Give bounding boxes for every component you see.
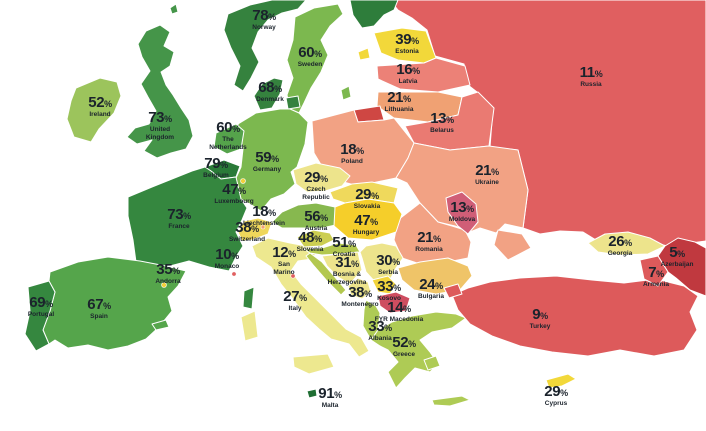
marker-san-marino [290,273,296,279]
country-shape-serbia [359,242,404,284]
island-crete [431,395,471,407]
country-shape-malta [306,388,318,399]
country-shape-spain [42,256,187,351]
island-balearics [151,319,170,331]
country-shape-norway [223,0,307,92]
country-shape-bulgaria [397,257,473,295]
country-shape-greece [370,311,467,389]
island-corsica [242,286,255,310]
country-shape-latvia [376,57,471,93]
country-shape-armenia [639,255,669,287]
country-shape-uk [126,24,194,159]
country-shape-denmark [253,77,284,111]
country-shape-kosovo [371,275,397,295]
country-shape-moldova [445,191,479,235]
region-east-thrace [443,283,463,299]
country-shape-germany [235,108,309,212]
country-shape-portugal [24,280,56,352]
marker-liechtenstein [260,224,266,230]
island-aegean [423,355,441,371]
peninsula-crimea [493,229,532,261]
country-shape-cyprus [545,373,577,389]
island-shetland [169,3,179,15]
marker-andorra [161,282,167,288]
country-shape-switzerland [237,217,273,242]
island-zealand [285,95,301,110]
island-saaremaa [357,47,371,61]
country-shape-slovenia [296,229,335,248]
country-shape-finland [349,0,399,29]
country-shape-france [127,166,248,272]
country-shape-bosnia [321,251,363,285]
country-shape-estonia [373,27,437,64]
country-shape-czech [292,162,351,193]
island-sicily [292,353,335,375]
country-shape-kaliningrad [353,105,385,123]
country-shape-sweden [286,3,344,114]
country-shape-netherlands [213,123,245,155]
country-shape-hungary [333,198,403,241]
country-shape-ireland [66,77,122,143]
marker-monaco [231,271,237,277]
country-shape-montenegro [347,277,372,300]
country-shape-macedonia [377,291,411,314]
marker-luxembourg [240,178,246,184]
island-gotland [340,85,352,101]
country-shape-turkey [451,275,699,357]
island-sardinia [240,310,259,342]
country-shape-ukraine [395,142,529,234]
